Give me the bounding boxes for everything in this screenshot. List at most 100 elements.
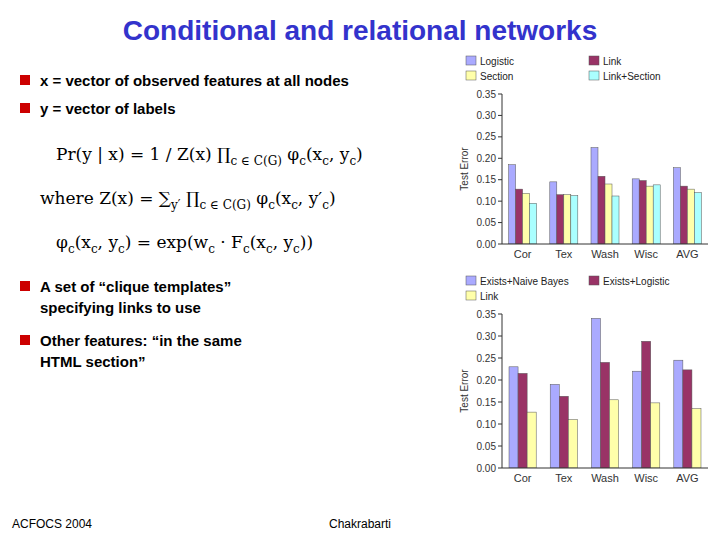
x-tick-label: Tex <box>555 248 573 260</box>
x-tick-label: Wisc <box>634 472 658 484</box>
y-tick <box>498 358 502 359</box>
y-tick <box>498 136 502 137</box>
x-tick-label: Tex <box>555 472 573 484</box>
y-tick <box>498 158 502 159</box>
bar <box>564 195 571 244</box>
bar <box>559 396 568 468</box>
formula-part: , y <box>98 232 119 252</box>
x-tick-label: Cor <box>514 472 532 484</box>
legend-swatch <box>589 71 599 80</box>
formula-part: , y <box>273 232 294 252</box>
formula-subscript: c ∈ C(G) <box>199 198 250 212</box>
y-tick <box>498 402 502 403</box>
bar <box>653 185 660 244</box>
legend-swatch <box>466 276 476 285</box>
legend-label: Link+Section <box>603 71 661 82</box>
bullet-text: x = vector of observed features at all n… <box>40 72 349 89</box>
footer-center: Chakrabarti <box>329 517 391 531</box>
bullet-text: y = vector of labels <box>40 100 175 117</box>
bar <box>527 412 536 468</box>
y-tick-label: 0.20 <box>477 153 497 164</box>
legend: Exists+Naive BayesExists+LogisticLink <box>466 276 669 302</box>
legend-label: Link <box>603 56 622 67</box>
legend: LogisticLinkSectionLink+Section <box>466 56 661 82</box>
y-axis-label: Test Error <box>459 369 470 413</box>
bar <box>571 196 578 244</box>
bar <box>600 362 609 468</box>
bar <box>509 367 518 468</box>
bar <box>642 341 651 468</box>
bar <box>591 148 598 244</box>
y-tick-label: 0.30 <box>477 331 497 342</box>
formula-part: where Z(x) = ∑ <box>40 188 171 208</box>
y-tick <box>498 468 502 469</box>
formula-part: ) = exp(w <box>125 232 209 252</box>
legend-swatch <box>589 56 599 65</box>
formula-subscript: y′ <box>170 198 181 212</box>
bullet-marker <box>20 335 30 345</box>
bar <box>550 384 559 468</box>
legend-label: Logistic <box>480 56 514 67</box>
formula-part: φ <box>251 188 268 208</box>
bullet-marker <box>20 281 30 291</box>
bar <box>687 189 694 244</box>
formula-subscript: c ∈ C(G) <box>231 154 282 168</box>
legend-label: Exists+Logistic <box>603 276 669 287</box>
bullet-marker <box>20 75 30 85</box>
bar <box>612 196 619 244</box>
x-axis <box>502 244 708 245</box>
y-tick-label: 0.25 <box>477 353 497 364</box>
formula-part: )) <box>300 232 313 252</box>
bar <box>610 400 619 468</box>
y-tick <box>498 179 502 180</box>
formula: φc(xc, yc) = exp(wc · Fc(xc, yc)) <box>56 232 313 256</box>
bar <box>692 409 701 468</box>
bars <box>509 148 702 244</box>
y-tick <box>498 446 502 447</box>
formula: where Z(x) = ∑y′ ∏c ∈ C(G) φc(xc, y′c) <box>40 188 336 212</box>
bar <box>598 176 605 244</box>
formula: Pr(y | x) = 1 / Z(x) ∏c ∈ C(G) φc(xc, yc… <box>56 144 363 168</box>
bar <box>694 193 701 244</box>
bar <box>530 203 537 244</box>
bar <box>591 318 600 468</box>
x-tick-label: Wash <box>591 472 619 484</box>
y-tick-label: 0.10 <box>477 419 497 430</box>
bar <box>651 403 660 468</box>
bar <box>674 360 683 468</box>
formula-part: (x <box>250 232 267 252</box>
bar <box>523 193 530 244</box>
y-axis <box>502 94 503 244</box>
y-tick <box>498 244 502 245</box>
formula-part: ) <box>356 144 363 164</box>
y-tick-label: 0.05 <box>477 217 497 228</box>
slide: Conditional and relational networksx = v… <box>0 0 720 540</box>
bullet-text: specifying links to use <box>40 299 201 316</box>
y-tick <box>498 94 502 95</box>
y-tick-label: 0.15 <box>477 174 497 185</box>
legend-swatch <box>466 71 476 80</box>
y-tick-label: 0.00 <box>477 463 497 474</box>
footer-left: ACFOCS 2004 <box>12 517 92 531</box>
y-tick-label: 0.15 <box>477 397 497 408</box>
bullet-text: Other features: “in the same <box>40 332 242 349</box>
y-tick-label: 0.20 <box>477 375 497 386</box>
bar <box>673 168 680 244</box>
x-tick-label: Cor <box>514 248 532 260</box>
legend-swatch <box>466 291 476 300</box>
bar <box>550 182 557 244</box>
y-tick <box>498 201 502 202</box>
formula-part: ∏ <box>181 188 200 208</box>
bar <box>639 181 646 244</box>
chart: 0.000.050.100.150.200.250.300.35CorTexWa… <box>459 56 708 261</box>
y-tick <box>498 115 502 116</box>
legend-label: Exists+Naive Bayes <box>480 276 569 287</box>
chart: 0.000.050.100.150.200.250.300.35CorTexWa… <box>459 276 708 485</box>
formula-part: (x <box>306 144 323 164</box>
bar <box>516 189 523 244</box>
y-tick <box>498 314 502 315</box>
bar <box>518 373 527 468</box>
formula-part: Pr(y | x) = 1 / Z(x) ∏ <box>56 144 231 164</box>
bars <box>509 318 701 468</box>
bar <box>605 184 612 244</box>
